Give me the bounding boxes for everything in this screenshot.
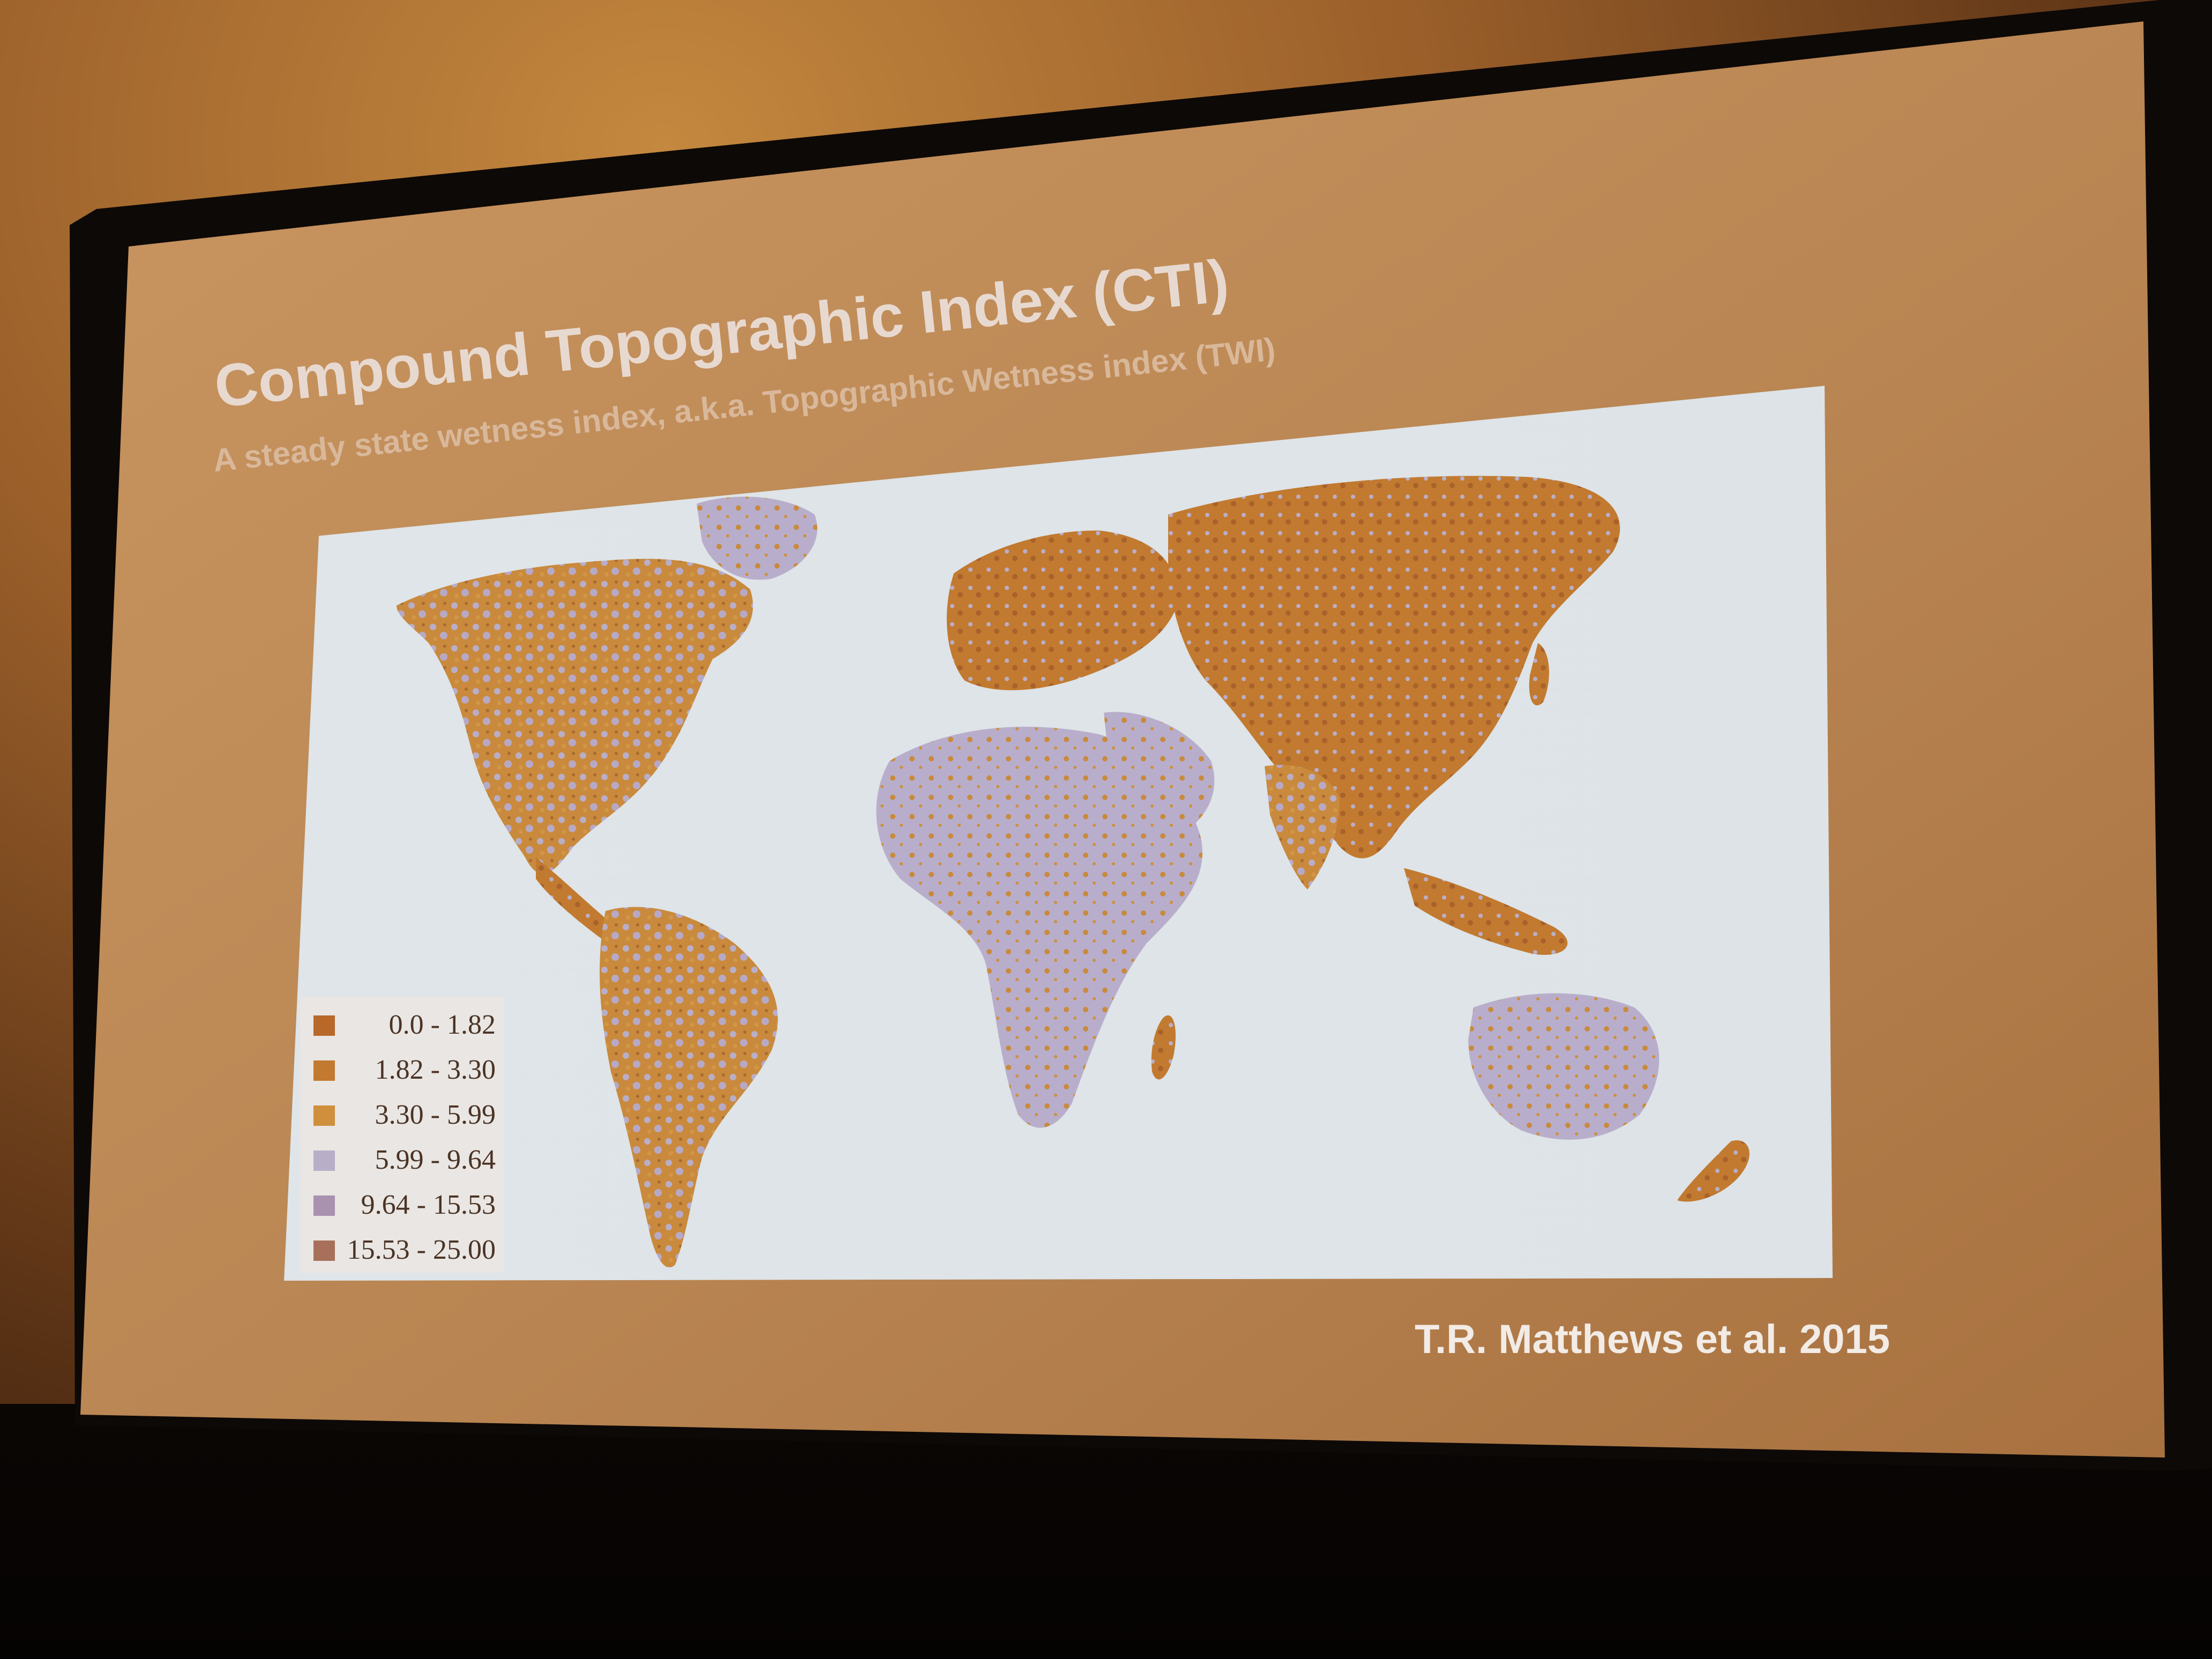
- legend-label: 9.64 - 15.53: [361, 1190, 496, 1220]
- southeast-asia-landmass: [1404, 868, 1568, 955]
- greenland-landmass: [697, 496, 818, 580]
- legend-label: 15.53 - 25.00: [347, 1235, 496, 1265]
- africa-landmass: [876, 727, 1202, 1128]
- arabia-landmass: [1104, 712, 1215, 836]
- citation: T.R. Matthews et al. 2015: [1415, 1317, 1890, 1362]
- map-legend: 0.0 - 1.82 1.82 - 3.30 3.30 - 5.99 5.99 - 9…: [300, 997, 504, 1273]
- legend-swatch: [313, 1150, 335, 1171]
- japan-landmass: [1529, 643, 1549, 706]
- north-america-landmass: [397, 558, 753, 874]
- legend-label: 0.0 - 1.82: [389, 1010, 496, 1040]
- australia-landmass: [1468, 993, 1660, 1140]
- central-america-landmass: [536, 857, 621, 943]
- europe-landmass: [946, 530, 1179, 691]
- world-map: [397, 476, 1750, 1268]
- legend-swatch: [313, 1105, 335, 1126]
- south-america-landmass: [600, 907, 778, 1268]
- legend-swatch: [313, 1240, 335, 1261]
- new-zealand-landmass: [1677, 1140, 1750, 1202]
- legend-label: 1.82 - 3.30: [375, 1055, 496, 1085]
- madagascar-landmass: [1151, 1015, 1176, 1080]
- legend-swatch: [313, 1015, 335, 1036]
- india-landmass: [1265, 765, 1340, 890]
- legend-swatch: [313, 1195, 335, 1216]
- legend-label: 3.30 - 5.99: [375, 1100, 496, 1130]
- asia-landmass: [1168, 476, 1620, 858]
- legend-swatch: [313, 1060, 335, 1081]
- legend-label: 5.99 - 9.64: [375, 1145, 496, 1175]
- legend-box: [300, 997, 504, 1273]
